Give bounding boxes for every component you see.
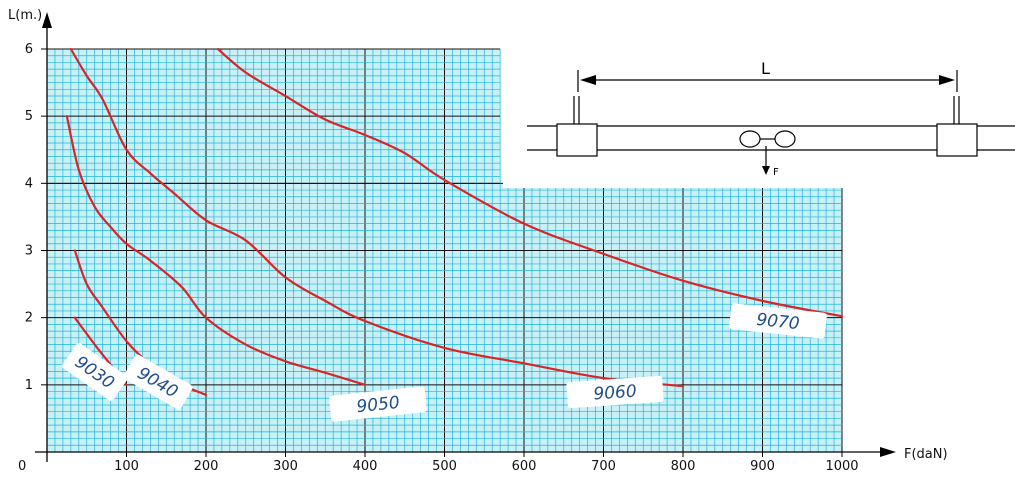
y-tick-label: 5 xyxy=(25,109,33,124)
y-tick-label: 1 xyxy=(25,378,33,393)
x-tick-label: 900 xyxy=(750,459,775,474)
label-patch xyxy=(566,375,664,409)
x-tick-label: 500 xyxy=(432,459,457,474)
beam-diagram: L F xyxy=(503,42,1015,188)
force-arrow-icon xyxy=(762,166,770,175)
x-tick-label: 800 xyxy=(671,459,696,474)
x-axis-title: F(daN) xyxy=(904,447,948,462)
series-label-text: 9060 xyxy=(593,382,638,405)
y-tick-label: 2 xyxy=(25,311,33,326)
series-label-9060: 9060 xyxy=(566,375,664,409)
y-tick-label: 4 xyxy=(25,176,33,191)
x-tick-label: 100 xyxy=(114,459,139,474)
trolley-wheel-left xyxy=(739,130,761,148)
y-tick-label: 3 xyxy=(25,244,33,259)
x-axis-arrow-icon xyxy=(880,447,896,457)
series-label-text: 9050 xyxy=(356,393,401,417)
x-tick-label: 1000 xyxy=(825,459,858,474)
plot-grid xyxy=(46,48,843,453)
diagram-background xyxy=(503,42,1015,188)
left-bracket-block xyxy=(556,123,598,157)
series-label-9050: 9050 xyxy=(329,386,427,422)
trolley-wheel-right xyxy=(774,130,796,148)
dimension-right-arrow-icon xyxy=(939,75,955,85)
y-axis-title: L(m.) xyxy=(8,8,42,23)
series-label-text: 9070 xyxy=(755,310,800,334)
length-label: L xyxy=(761,59,770,78)
label-patch xyxy=(329,386,427,422)
curve-9060 xyxy=(69,47,685,388)
curve-9070 xyxy=(216,47,844,318)
tick-labels: 100 200 300 400 500 600 700 800 900 1000 1 2 3 4 5 6 xyxy=(25,42,859,474)
x-tick-label: 700 xyxy=(591,459,616,474)
x-tick-label: 300 xyxy=(273,459,298,474)
x-tick-label: 600 xyxy=(512,459,537,474)
dimension-left-arrow-icon xyxy=(580,75,596,85)
curves-layer xyxy=(65,47,844,397)
axes: L(m.) F(daN) 0 xyxy=(8,8,948,474)
force-label: F xyxy=(773,167,779,178)
x-tick-label: 200 xyxy=(194,459,219,474)
label-patch xyxy=(62,343,128,401)
x-tick-label: 400 xyxy=(353,459,378,474)
series-label-9070: 9070 xyxy=(729,303,827,339)
y-tick-label: 6 xyxy=(25,42,33,57)
y-axis-arrow-icon xyxy=(42,12,52,28)
right-bracket-block xyxy=(936,123,978,157)
curve-9050 xyxy=(65,115,367,386)
label-patch xyxy=(123,354,193,410)
origin-tick-label: 0 xyxy=(18,459,26,474)
label-patch xyxy=(729,303,827,339)
